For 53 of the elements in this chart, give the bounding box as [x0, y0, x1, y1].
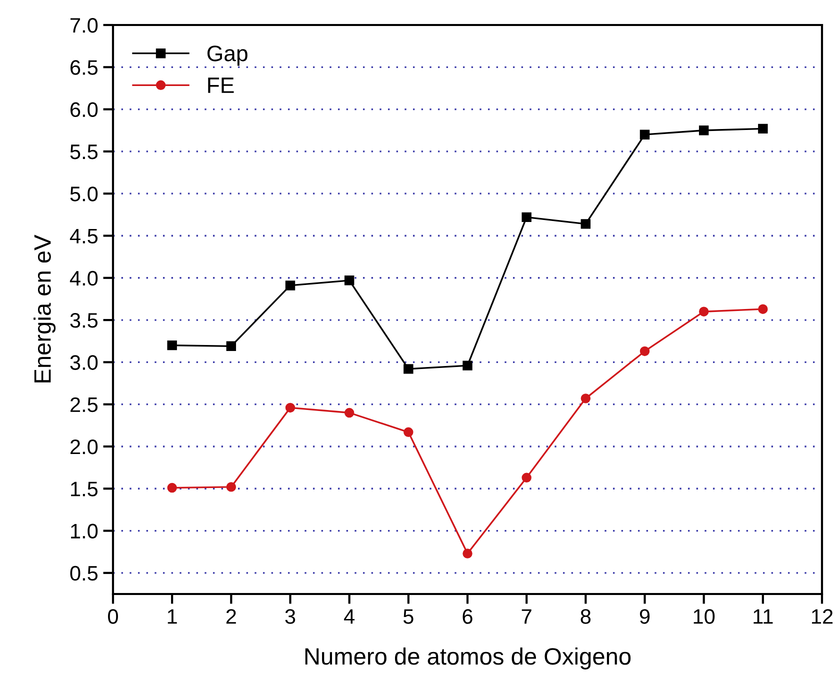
point [640, 346, 650, 356]
point [522, 472, 532, 483]
x-axis-title: Numero de atomos de Oxigeno [305, 647, 631, 670]
x-tick-label: 3 [285, 609, 296, 624]
point [167, 482, 177, 493]
x-tick-label: 6 [462, 609, 472, 624]
point [285, 402, 296, 413]
x-tick-label: 2 [226, 609, 236, 624]
y-tick-label: 5.0 [70, 186, 98, 202]
y-tick-label: 3.0 [70, 355, 98, 370]
point [580, 219, 591, 229]
point [462, 360, 472, 370]
y-tick-label: 4.0 [70, 270, 98, 286]
point [698, 306, 709, 316]
y-axis-title: Energia en eV [34, 234, 56, 382]
y-tick-label: 6.5 [70, 60, 98, 75]
point [758, 304, 768, 314]
y-tick-label: 6.0 [70, 102, 98, 118]
point [404, 427, 414, 438]
legend-label: Gap [207, 46, 248, 66]
y-tick-label: 1.5 [71, 482, 98, 496]
point [580, 394, 591, 404]
y-tick-label: 2.5 [70, 397, 98, 412]
y-tick-label: 1.0 [71, 524, 98, 539]
point [522, 212, 532, 222]
x-tick-label: 1 [168, 609, 177, 624]
point [698, 126, 709, 136]
x-tick-label: 9 [640, 609, 650, 624]
y-tick-label: 4.5 [70, 228, 98, 244]
point [758, 124, 768, 134]
x-tick-label: 5 [403, 609, 414, 624]
point [404, 364, 414, 374]
point [226, 482, 236, 492]
x-tick-label: 7 [522, 609, 532, 624]
x-tick-label: 8 [580, 609, 591, 624]
legend-label: FE [208, 78, 234, 93]
point [285, 280, 296, 290]
x-tick-label: 10 [694, 609, 715, 624]
x-tick-label: 11 [754, 609, 773, 624]
y-tick-label: 3.5 [70, 313, 98, 328]
x-tick-label: 4 [344, 609, 355, 624]
y-tick-label: 2.0 [70, 439, 98, 454]
x-tick-label: 0 [108, 609, 118, 624]
point [167, 340, 177, 350]
y-tick-label: 5.5 [70, 144, 98, 160]
point [226, 341, 236, 352]
y-tick-label: 7.0 [70, 18, 98, 33]
point [462, 548, 472, 558]
point [344, 276, 354, 286]
y-tick-label: 0.5 [70, 566, 98, 581]
point [640, 130, 650, 140]
point [344, 408, 354, 418]
x-tick-label: 12 [812, 609, 833, 624]
